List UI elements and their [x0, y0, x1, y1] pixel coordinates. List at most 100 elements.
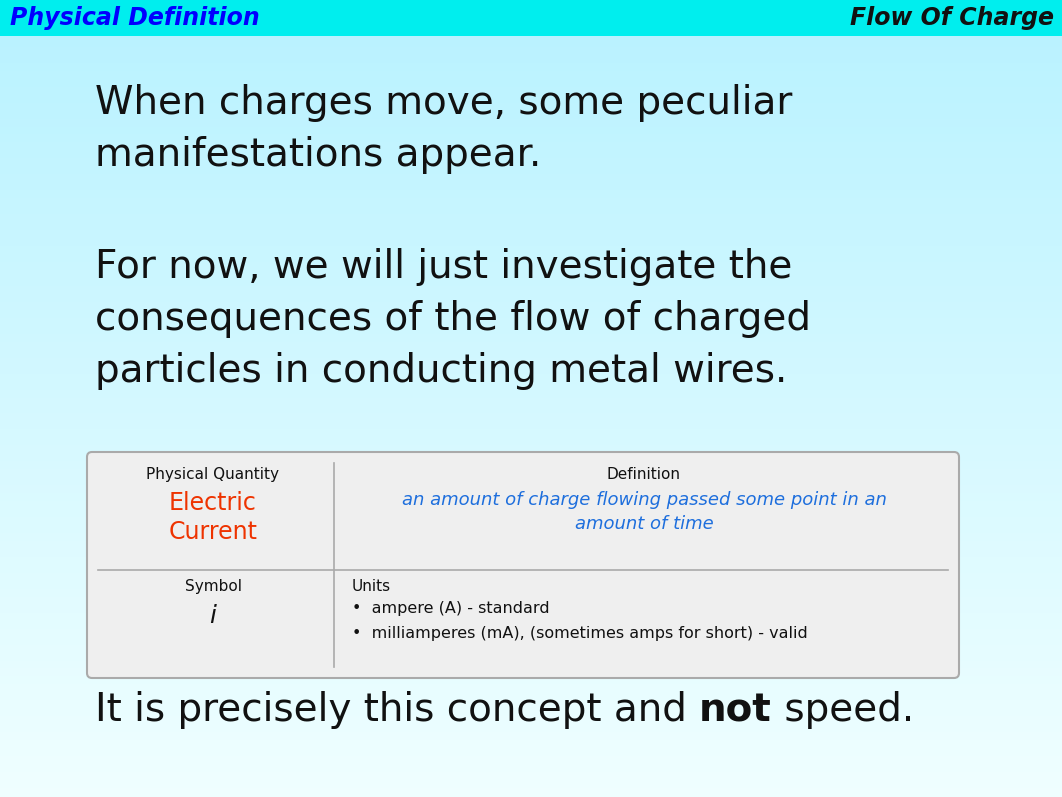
Bar: [0, 326, 1062, 335]
Text: i: i: [209, 604, 217, 628]
Bar: [0, 677, 1062, 685]
Bar: [0, 222, 1062, 231]
Bar: [0, 701, 1062, 709]
Bar: [0, 198, 1062, 207]
Bar: [0, 589, 1062, 598]
Bar: [0, 350, 1062, 359]
Bar: [0, 661, 1062, 669]
Bar: [0, 453, 1062, 462]
Bar: [0, 493, 1062, 502]
Bar: [0, 533, 1062, 542]
Text: manifestations appear.: manifestations appear.: [95, 136, 542, 174]
Bar: [0, 230, 1062, 239]
Bar: [0, 246, 1062, 255]
Bar: [0, 653, 1062, 662]
Bar: [0, 605, 1062, 614]
Text: Physical Quantity: Physical Quantity: [147, 467, 279, 482]
Text: Physical Definition: Physical Definition: [10, 6, 260, 30]
Bar: [0, 63, 1062, 72]
Bar: [0, 254, 1062, 263]
Bar: [0, 175, 1062, 183]
Bar: [0, 111, 1062, 120]
Text: Electric
Current: Electric Current: [169, 491, 257, 544]
Bar: [0, 190, 1062, 199]
Bar: [0, 127, 1062, 135]
Bar: [0, 438, 1062, 446]
Text: consequences of the flow of charged: consequences of the flow of charged: [95, 300, 811, 338]
Bar: [0, 517, 1062, 526]
Bar: [0, 469, 1062, 478]
Bar: [0, 358, 1062, 367]
Bar: [0, 382, 1062, 391]
Bar: [0, 119, 1062, 128]
Bar: [0, 645, 1062, 654]
Bar: [0, 422, 1062, 430]
Bar: [0, 446, 1062, 454]
Bar: [0, 724, 1062, 733]
Bar: [0, 485, 1062, 494]
Bar: [0, 501, 1062, 510]
Bar: [0, 55, 1062, 64]
Bar: [0, 167, 1062, 175]
Text: an amount of charge flowing passed some point in an
amount of time: an amount of charge flowing passed some …: [401, 491, 887, 532]
Bar: [0, 135, 1062, 143]
Bar: [0, 685, 1062, 693]
Bar: [0, 342, 1062, 351]
Bar: [0, 772, 1062, 781]
Bar: [0, 581, 1062, 590]
Text: Flow Of Charge: Flow Of Charge: [850, 6, 1054, 30]
Bar: [0, 206, 1062, 215]
Bar: [0, 509, 1062, 518]
Bar: [0, 374, 1062, 383]
Bar: [0, 406, 1062, 414]
Bar: [0, 0, 1062, 8]
Bar: [0, 47, 1062, 56]
Bar: [0, 629, 1062, 638]
Bar: [0, 31, 1062, 40]
Bar: [0, 573, 1062, 582]
Bar: [0, 151, 1062, 159]
Bar: [0, 278, 1062, 287]
Bar: [0, 621, 1062, 630]
Bar: [0, 103, 1062, 112]
Bar: [0, 0, 1062, 36]
Text: It is precisely this concept and: It is precisely this concept and: [95, 691, 699, 729]
FancyBboxPatch shape: [87, 452, 959, 678]
Bar: [0, 597, 1062, 606]
Text: •  ampere (A) - standard: • ampere (A) - standard: [352, 601, 550, 616]
Bar: [0, 15, 1062, 24]
Bar: [0, 366, 1062, 375]
Bar: [0, 270, 1062, 279]
Bar: [0, 525, 1062, 534]
Bar: [0, 549, 1062, 558]
Text: Definition: Definition: [607, 467, 681, 482]
Bar: [0, 39, 1062, 48]
Bar: [0, 183, 1062, 191]
Bar: [0, 748, 1062, 757]
Bar: [0, 7, 1062, 16]
Bar: [0, 318, 1062, 327]
Bar: [0, 159, 1062, 167]
Bar: [0, 693, 1062, 701]
Bar: [0, 477, 1062, 486]
Bar: [0, 613, 1062, 622]
Bar: [0, 430, 1062, 438]
Bar: [0, 294, 1062, 303]
Bar: [0, 732, 1062, 741]
Bar: [0, 740, 1062, 749]
Bar: [0, 780, 1062, 789]
Bar: [0, 286, 1062, 295]
Bar: [0, 79, 1062, 88]
Text: particles in conducting metal wires.: particles in conducting metal wires.: [95, 352, 787, 390]
Bar: [0, 71, 1062, 80]
Bar: [0, 214, 1062, 223]
Bar: [0, 788, 1062, 797]
Bar: [0, 669, 1062, 677]
Bar: [0, 557, 1062, 566]
Bar: [0, 637, 1062, 646]
Bar: [0, 541, 1062, 550]
Text: For now, we will just investigate the: For now, we will just investigate the: [95, 248, 792, 286]
Bar: [0, 302, 1062, 311]
Bar: [0, 95, 1062, 104]
Text: •  milliamperes (mA), (sometimes amps for short) - valid: • milliamperes (mA), (sometimes amps for…: [352, 626, 808, 641]
